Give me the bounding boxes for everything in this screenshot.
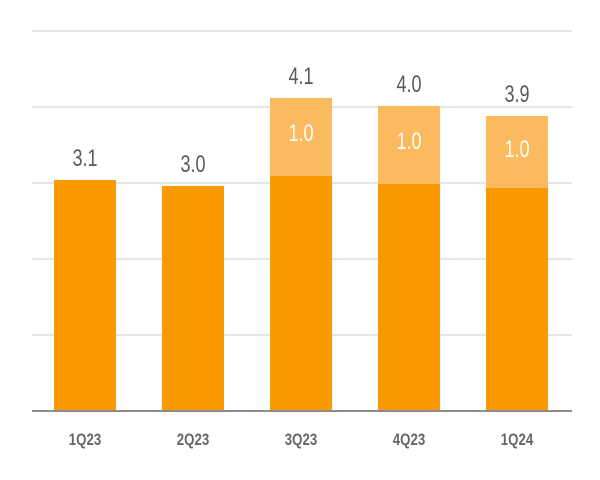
- total-label-1q24: 3.9: [504, 81, 530, 108]
- bar-segment-increment: 1.0: [270, 98, 332, 176]
- total-label-4q23: 4.0: [396, 71, 422, 98]
- total-label-2q23: 3.0: [180, 151, 206, 178]
- bar-segment-base: [162, 186, 224, 411]
- segment-label-4q23: 1.0: [396, 128, 422, 155]
- x-tick-label-3q23: 3Q23: [284, 430, 318, 449]
- x-tick-label-1q24: 1Q24: [500, 430, 534, 449]
- bar-segment-base: [378, 184, 440, 411]
- bar-segment-increment: 1.0: [486, 116, 548, 188]
- bar-1q24: 1.0: [486, 116, 548, 411]
- bar-segment-base: [54, 180, 116, 411]
- bar-segment-base: [486, 188, 548, 411]
- bar-segment-increment: 1.0: [378, 106, 440, 184]
- x-axis-line: [32, 410, 572, 412]
- bar-3q23: 1.0: [270, 98, 332, 411]
- bar-4q23: 1.0: [378, 106, 440, 411]
- segment-label-3q23: 1.0: [288, 120, 314, 147]
- x-tick-label-4q23: 4Q23: [392, 430, 426, 449]
- gridline-5: [32, 30, 572, 32]
- bar-1q23: [54, 180, 116, 411]
- x-tick-label-2q23: 2Q23: [176, 430, 210, 449]
- segment-label-1q24: 1.0: [504, 136, 530, 163]
- total-label-3q23: 4.1: [288, 63, 314, 90]
- bar-2q23: [162, 186, 224, 411]
- total-label-1q23: 3.1: [72, 145, 98, 172]
- x-tick-label-1q23: 1Q23: [68, 430, 102, 449]
- bar-segment-base: [270, 176, 332, 411]
